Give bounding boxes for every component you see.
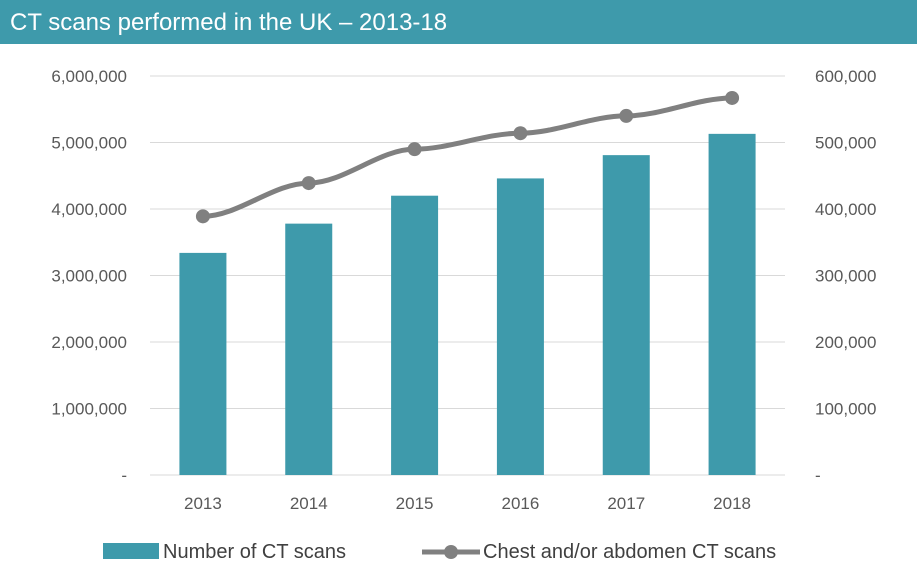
x-tick-label: 2014: [290, 494, 328, 513]
line-point: [725, 91, 739, 105]
y-left-tick-label: 5,000,000: [51, 134, 127, 153]
bar: [709, 134, 756, 475]
legend-label-bars: Number of CT scans: [163, 541, 346, 563]
x-tick-label: 2013: [184, 494, 222, 513]
bar: [497, 178, 544, 475]
legend-line-marker: [444, 545, 458, 559]
legend-label-line: Chest and/or abdomen CT scans: [483, 541, 776, 563]
line-point: [408, 142, 422, 156]
y-left-tick-label: 3,000,000: [51, 267, 127, 286]
x-tick-label: 2015: [396, 494, 434, 513]
y-left-tick-label: 2,000,000: [51, 333, 127, 352]
bar: [391, 196, 438, 475]
line-point: [513, 126, 527, 140]
y-right-tick-label: 300,000: [815, 267, 876, 286]
y-right-tick-label: 600,000: [815, 67, 876, 86]
y-left-tick-label: -: [121, 466, 127, 485]
y-left-tick-label: 4,000,000: [51, 200, 127, 219]
legend-bar-swatch: [103, 543, 159, 559]
y-right-tick-label: -: [815, 466, 821, 485]
bar: [603, 155, 650, 475]
line-point: [619, 109, 633, 123]
y-right-tick-label: 100,000: [815, 400, 876, 419]
line-point: [196, 209, 210, 223]
y-right-tick-label: 400,000: [815, 200, 876, 219]
y-left-tick-label: 1,000,000: [51, 400, 127, 419]
y-left-tick-label: 6,000,000: [51, 67, 127, 86]
y-right-tick-label: 500,000: [815, 134, 876, 153]
bar: [285, 224, 332, 475]
x-tick-label: 2016: [502, 494, 540, 513]
y-right-tick-label: 200,000: [815, 333, 876, 352]
bar: [179, 253, 226, 475]
line-point: [302, 176, 316, 190]
x-tick-label: 2018: [713, 494, 751, 513]
series-line: [203, 98, 732, 216]
x-tick-label: 2017: [607, 494, 645, 513]
